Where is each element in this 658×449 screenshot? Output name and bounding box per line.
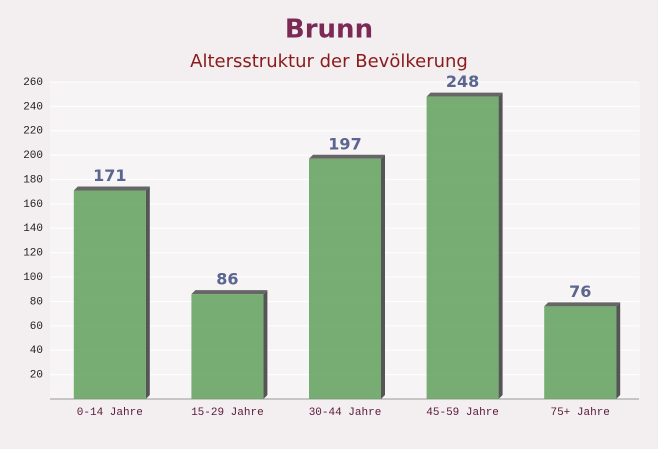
bar-top — [544, 302, 621, 307]
y-tick-label: 180 — [23, 174, 43, 186]
y-tick-label: 60 — [30, 321, 43, 333]
bar — [73, 190, 146, 399]
value-label: 197 — [328, 134, 361, 153]
y-tick-label: 260 — [23, 77, 43, 89]
bar — [544, 306, 617, 399]
y-tick-label: 80 — [30, 296, 43, 308]
bar-shadow — [498, 92, 503, 399]
y-tick-label: 160 — [23, 199, 43, 211]
value-label: 248 — [446, 72, 479, 91]
bar-shadow — [145, 186, 150, 399]
y-tick-label: 240 — [23, 101, 43, 113]
value-label: 86 — [216, 270, 238, 289]
bar-top — [191, 290, 268, 295]
bar-top — [309, 154, 385, 159]
bar-top — [426, 92, 503, 97]
bar-top — [73, 186, 150, 191]
bar — [426, 96, 499, 399]
y-tick-label: 140 — [23, 223, 43, 235]
bar-shadow — [381, 154, 385, 399]
x-tick-label: 0-14 Jahre — [77, 407, 143, 419]
value-label: 171 — [93, 166, 126, 185]
bar-shadow — [263, 290, 268, 399]
value-label: 76 — [569, 282, 591, 301]
chart-title: Brunn — [285, 15, 373, 45]
y-tick-label: 40 — [30, 345, 43, 357]
x-tick-label: 75+ Jahre — [550, 407, 609, 419]
y-tick-label: 200 — [23, 150, 43, 162]
x-tick-label: 45-59 Jahre — [426, 407, 499, 419]
y-tick-label: 220 — [23, 126, 43, 138]
x-tick-label: 30-44 Jahre — [309, 407, 382, 419]
bar-shadow — [616, 302, 621, 399]
y-tick-label: 100 — [23, 272, 43, 284]
y-tick-label: 20 — [30, 370, 43, 382]
bar — [309, 158, 381, 399]
y-tick-label: 120 — [23, 248, 43, 260]
bar — [191, 294, 264, 399]
x-tick-label: 15-29 Jahre — [191, 407, 264, 419]
chart-subtitle: Altersstruktur der Bevölkerung — [190, 51, 468, 72]
